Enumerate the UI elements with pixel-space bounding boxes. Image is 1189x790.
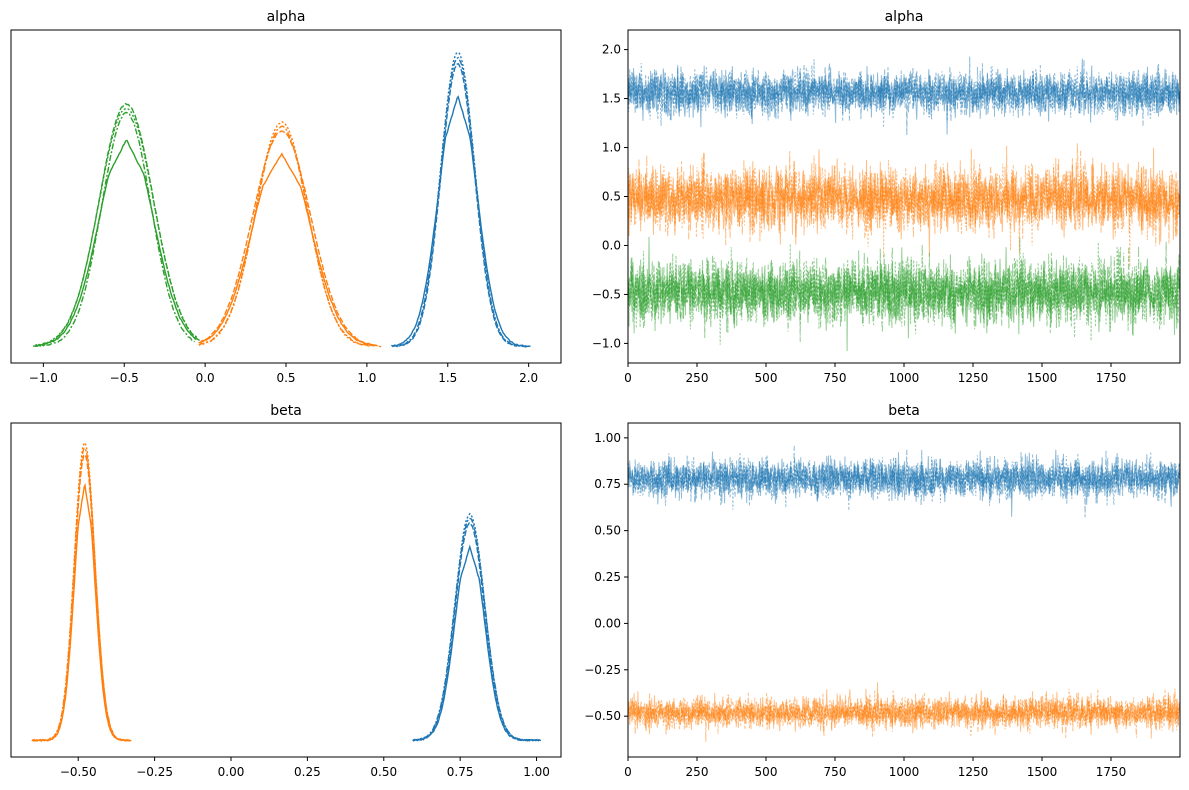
density-beta1-chain-3 bbox=[32, 447, 132, 742]
x-tick-label: 250 bbox=[686, 765, 709, 779]
alpha-density-title: alpha bbox=[267, 9, 306, 25]
x-tick-label: 1.00 bbox=[523, 765, 550, 779]
density-alpha0-chain-0 bbox=[391, 95, 530, 348]
density-alpha2-chain-0 bbox=[32, 139, 197, 348]
density-alpha1-chain-3 bbox=[198, 125, 379, 347]
trace-alpha1-chain-2 bbox=[627, 152, 1180, 267]
density-beta1-chain-0 bbox=[31, 482, 131, 742]
y-tick-label: 0.25 bbox=[594, 570, 621, 584]
density-beta0-chain-0 bbox=[413, 544, 538, 742]
x-tick-label: 1000 bbox=[889, 371, 920, 385]
alpha-density-panel: alpha −1.0 −0.5 0.0 0.5 1.0 1.5 2.0 bbox=[10, 9, 562, 385]
x-tick-label: 0 bbox=[624, 371, 632, 385]
y-tick-label: 1.5 bbox=[602, 92, 621, 106]
x-tick-label: 500 bbox=[755, 765, 778, 779]
x-tick-label: −0.50 bbox=[60, 765, 97, 779]
y-tick-label: 0.00 bbox=[594, 616, 621, 630]
trace-alpha2-chain-3 bbox=[627, 241, 1180, 343]
alpha-trace-title: alpha bbox=[885, 9, 924, 25]
x-tick-label: 0.75 bbox=[447, 765, 474, 779]
x-tick-label: −0.5 bbox=[110, 371, 139, 385]
x-tick-label: 750 bbox=[824, 371, 847, 385]
y-tick-label: 0.50 bbox=[594, 524, 621, 538]
y-tick-label: −0.5 bbox=[592, 287, 621, 301]
x-tick-label: 1750 bbox=[1096, 371, 1127, 385]
x-tick-label: 0.00 bbox=[218, 765, 245, 779]
x-tick-label: 1500 bbox=[1027, 765, 1058, 779]
x-tick-label: 250 bbox=[686, 371, 709, 385]
density-alpha2-chain-1 bbox=[34, 102, 201, 347]
density-alpha0-chain-1 bbox=[391, 62, 530, 348]
density-alpha0-chain-2 bbox=[392, 51, 528, 348]
x-tick-label: 1.0 bbox=[357, 371, 376, 385]
trace-alpha1-chain-3 bbox=[627, 150, 1180, 247]
beta-trace-panel: beta 0 250 500 750 1000 1250 1500 1750 −0.50 −0.… bbox=[584, 403, 1181, 779]
alpha-trace-panel: alpha 0 250 500 750 1000 1250 1500 1750 −1.0 −0.… bbox=[592, 9, 1181, 385]
density-beta0-chain-3 bbox=[412, 517, 539, 742]
density-beta1-chain-1 bbox=[32, 454, 131, 742]
density-alpha0-chain-3 bbox=[392, 56, 531, 348]
y-tick-label: 0.5 bbox=[602, 190, 621, 204]
beta-density-panel: beta −0.50 −0.25 0.00 0.25 0.50 0.75 1.00 bbox=[10, 403, 562, 779]
x-tick-label: 0.0 bbox=[196, 371, 215, 385]
x-tick-label: 750 bbox=[824, 765, 847, 779]
y-tick-label: −0.25 bbox=[584, 663, 621, 677]
y-tick-label: 0.75 bbox=[594, 477, 621, 491]
x-tick-label: 0.50 bbox=[370, 765, 397, 779]
y-tick-label: −1.0 bbox=[592, 336, 621, 350]
density-beta0-chain-1 bbox=[412, 521, 542, 742]
x-tick-label: 0.5 bbox=[276, 371, 295, 385]
x-tick-label: 0 bbox=[624, 765, 632, 779]
density-beta0-chain-2 bbox=[412, 512, 540, 742]
trace-beta0-chain-3 bbox=[627, 445, 1180, 510]
alpha-density-frame bbox=[10, 29, 562, 364]
x-tick-label: 500 bbox=[755, 371, 778, 385]
trace-alpha0-chain-3 bbox=[627, 56, 1180, 126]
beta-trace-title: beta bbox=[888, 403, 920, 419]
y-tick-label: 2.0 bbox=[602, 43, 621, 57]
x-tick-label: 1750 bbox=[1096, 765, 1127, 779]
y-tick-label: −0.50 bbox=[584, 709, 621, 723]
beta-density-frame bbox=[10, 422, 562, 758]
x-tick-label: 1000 bbox=[889, 765, 920, 779]
y-tick-label: 0.0 bbox=[602, 238, 621, 252]
x-tick-label: 2.0 bbox=[519, 371, 538, 385]
x-tick-label: 1500 bbox=[1027, 371, 1058, 385]
x-tick-label: −0.25 bbox=[136, 765, 173, 779]
x-tick-label: 1250 bbox=[958, 371, 989, 385]
density-alpha2-chain-3 bbox=[35, 111, 195, 348]
density-beta1-chain-2 bbox=[32, 441, 130, 742]
density-alpha1-chain-0 bbox=[200, 152, 375, 347]
x-tick-label: −1.0 bbox=[29, 371, 58, 385]
trace-beta0-chain-1 bbox=[627, 449, 1180, 518]
beta-density-title: beta bbox=[270, 403, 302, 419]
x-tick-label: 1.5 bbox=[438, 371, 457, 385]
x-tick-label: 0.25 bbox=[294, 765, 321, 779]
x-tick-label: 1250 bbox=[958, 765, 989, 779]
density-alpha2-chain-2 bbox=[35, 107, 198, 346]
density-alpha1-chain-2 bbox=[198, 120, 382, 348]
y-tick-label: 1.0 bbox=[602, 141, 621, 155]
y-tick-label: 1.00 bbox=[594, 431, 621, 445]
density-alpha1-chain-1 bbox=[198, 130, 376, 346]
